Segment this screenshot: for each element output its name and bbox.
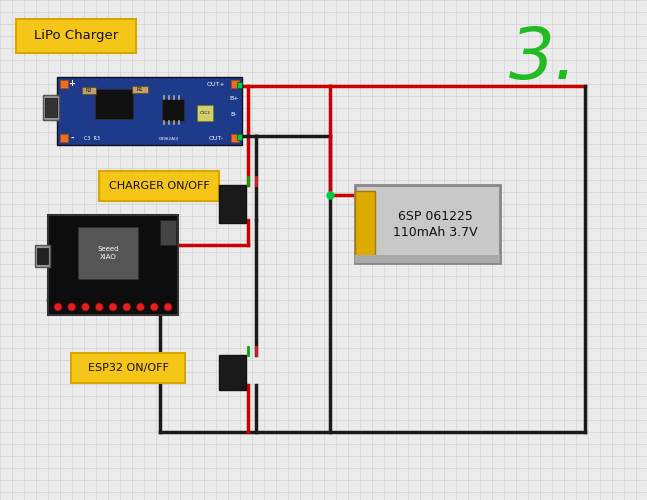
Bar	[43, 95, 59, 120]
Bar	[197, 105, 213, 121]
Bar	[82, 87, 96, 94]
Bar	[237, 82, 242, 88]
Bar	[162, 99, 184, 121]
Circle shape	[54, 303, 62, 311]
Text: ESP32 ON/OFF: ESP32 ON/OFF	[87, 363, 168, 373]
Circle shape	[109, 303, 117, 311]
FancyBboxPatch shape	[16, 19, 136, 53]
Bar	[48, 215, 178, 315]
Bar	[60, 134, 68, 142]
Text: OUT-: OUT-	[208, 136, 223, 140]
Text: B+: B+	[229, 96, 239, 102]
Bar	[45, 98, 57, 117]
Text: +: +	[69, 80, 76, 88]
Text: R1: R1	[137, 87, 143, 92]
Circle shape	[82, 303, 89, 311]
Circle shape	[123, 303, 131, 311]
Bar	[355, 191, 375, 257]
Text: C3  R3: C3 R3	[84, 136, 100, 140]
Circle shape	[68, 303, 76, 311]
Bar	[37, 248, 48, 264]
FancyBboxPatch shape	[99, 171, 219, 201]
Bar	[219, 355, 246, 390]
Bar	[60, 80, 68, 88]
Bar	[132, 86, 148, 93]
Bar	[95, 89, 133, 119]
Text: LiPo Charger: LiPo Charger	[34, 30, 118, 43]
Bar	[355, 255, 500, 263]
Bar	[231, 80, 239, 88]
Text: R2: R2	[86, 88, 93, 93]
Text: 6SP 061225: 6SP 061225	[398, 210, 473, 222]
Text: Seeed
XIAO: Seeed XIAO	[97, 246, 119, 260]
Bar	[237, 134, 242, 140]
Circle shape	[150, 303, 159, 311]
Text: OUT+: OUT+	[206, 82, 225, 86]
Bar	[231, 134, 239, 142]
Circle shape	[137, 303, 144, 311]
Text: 03962A|||: 03962A|||	[159, 136, 179, 140]
Bar	[78, 227, 138, 279]
Text: 110mAh 3.7V: 110mAh 3.7V	[393, 226, 478, 239]
Text: C1C2: C1C2	[199, 111, 210, 115]
Text: -: -	[70, 134, 74, 142]
Text: 3.: 3.	[509, 26, 578, 94]
Circle shape	[95, 303, 104, 311]
Bar	[160, 220, 176, 245]
FancyBboxPatch shape	[71, 353, 185, 383]
Text: B-: B-	[231, 112, 237, 117]
Bar	[35, 245, 50, 267]
Bar	[219, 185, 246, 223]
Text: CHARGER ON/OFF: CHARGER ON/OFF	[109, 181, 210, 191]
Bar	[355, 185, 500, 263]
Bar	[57, 77, 242, 145]
Circle shape	[164, 303, 172, 311]
